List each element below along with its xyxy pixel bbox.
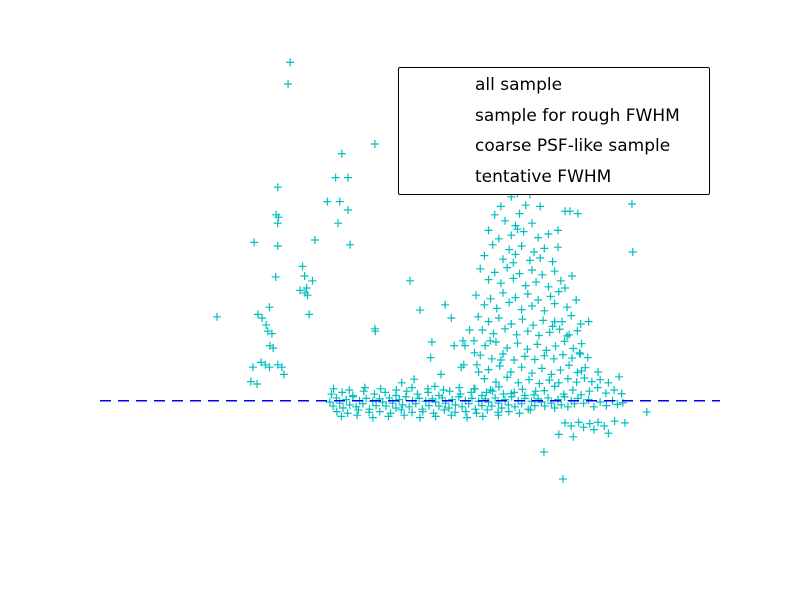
legend-entry-all-sample: all sample [399, 70, 709, 100]
dashed-line-icon [411, 167, 467, 187]
legend-entry-tentative-fwhm: tentative FWHM [399, 162, 709, 192]
legend-box: all sample sample for rough FWHM coarse … [398, 67, 710, 195]
legend-entry-psf-sample: coarse PSF-like sample [399, 131, 709, 161]
x-marker-icon [411, 106, 467, 126]
legend-label: all sample [475, 75, 563, 96]
dot-marker-icon [411, 136, 467, 156]
legend-label: coarse PSF-like sample [475, 136, 671, 157]
legend-entry-rough-fwhm: sample for rough FWHM [399, 101, 709, 131]
legend-label: sample for rough FWHM [475, 105, 680, 126]
plus-marker-icon [411, 75, 467, 95]
legend-label: tentative FWHM [475, 166, 612, 187]
